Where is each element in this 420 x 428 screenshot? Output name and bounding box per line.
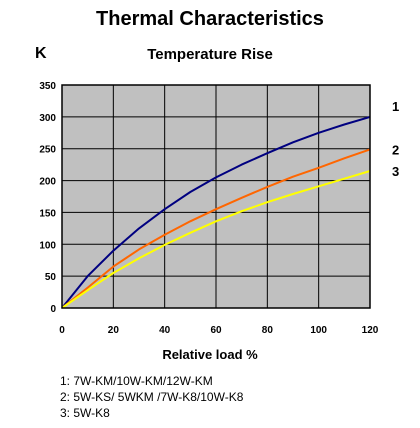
- series-lines: [61, 115, 371, 309]
- chart-subtitle: Temperature Rise: [147, 46, 273, 63]
- x-axis-label: Relative load %: [162, 347, 258, 362]
- x-tick-label: 20: [108, 325, 120, 336]
- y-tick-label: 150: [39, 208, 56, 219]
- x-tick-label: 40: [159, 325, 171, 336]
- x-tick-label: 60: [210, 325, 222, 336]
- series-line-2: [61, 148, 371, 309]
- y-tick-label: 50: [45, 272, 57, 283]
- y-tick-label: 200: [39, 177, 56, 188]
- series-number-labels: 1 2 3: [392, 99, 399, 179]
- series-label-3: 3: [392, 164, 399, 179]
- legend-item-2: 2: 5W-KS/ 5WKM /7W-K8/10W-K8: [60, 390, 244, 404]
- y-tick-label: 300: [39, 113, 56, 124]
- y-tick-label: 0: [50, 304, 56, 315]
- x-tick-label: 80: [262, 325, 274, 336]
- x-tick-label: 100: [310, 325, 327, 336]
- y-tick-label: 250: [39, 145, 56, 156]
- tick-labels: 0 50 100 150 200 250 300 350 0 20 40 60 80 100 120: [39, 81, 378, 336]
- series-label-1: 1: [392, 99, 399, 114]
- chart-title: Thermal Characteristics: [96, 8, 324, 30]
- series-line-1: [61, 115, 371, 309]
- series-line-3: [61, 170, 371, 309]
- axes: [61, 84, 371, 309]
- series-label-2: 2: [392, 142, 399, 157]
- legend: 1: 7W-KM/10W-KM/12W-KM 2: 5W-KS/ 5WKM /7…: [60, 373, 243, 421]
- legend-item-3: 3: 5W-K8: [60, 406, 110, 420]
- chart-plot: 0 50 100 150 200 250 300 350 0 20 40 60 80 100 120 1 2 3: [39, 81, 399, 336]
- x-tick-label: 120: [362, 325, 379, 336]
- x-tick-label: 0: [59, 325, 65, 336]
- legend-item-1: 1: 7W-KM/10W-KM/12W-KM: [60, 374, 213, 388]
- y-tick-label: 100: [39, 240, 56, 251]
- y-tick-label: 350: [39, 81, 56, 92]
- y-axis-label: K: [35, 45, 47, 62]
- plot-frame: [61, 84, 371, 309]
